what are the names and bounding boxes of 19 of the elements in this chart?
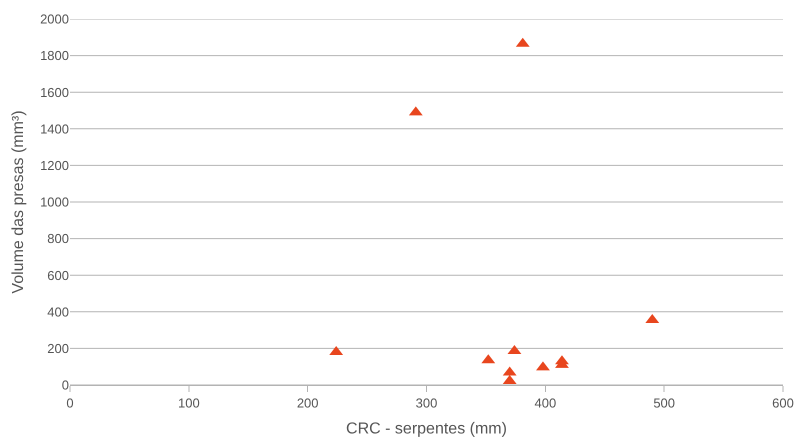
y-tick-label: 1600 [40,84,69,100]
y-tick-label: 200 [47,340,69,356]
x-tick-label: 400 [534,396,556,411]
x-tick-label: 200 [296,396,319,411]
x-axis-title: CRC - serpentes (mm) [346,420,507,438]
y-tick-label: 400 [47,304,69,320]
y-tick-label: 800 [47,231,69,246]
x-tick-label: 600 [772,396,794,411]
y-tick-label: 600 [47,268,69,283]
y-tick-label: 0 [62,378,69,393]
y-tick-label: 1800 [40,48,69,64]
y-tick-label: 1000 [40,194,69,210]
y-axis-title: Volume das presas (mm³) [10,110,27,294]
y-tick-label: 1200 [40,158,69,173]
y-tick-label: 1400 [40,121,69,136]
x-tick-label: 300 [416,396,438,411]
y-tick-label: 2000 [40,12,69,27]
x-tick-label: 100 [178,396,200,411]
x-tick-label: 500 [653,396,676,411]
